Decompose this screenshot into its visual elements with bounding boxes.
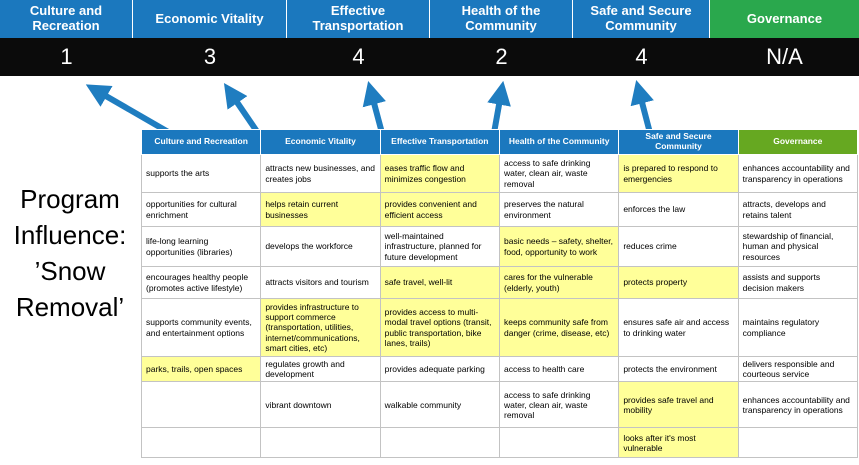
table-cell: access to health care [498, 355, 620, 383]
up-arrow-icon [487, 80, 511, 134]
banner-category-safe-secure-community: Safe and Secure Community [573, 0, 710, 38]
table-header-4: Safe and Secure Community [618, 129, 739, 155]
table-row: parks, trails, open spaces regulates grow… [140, 355, 859, 383]
score-culture-recreation: 1 [60, 44, 73, 69]
table-cell: is prepared to respond to emergencies [618, 154, 739, 193]
table-cell: delivers responsible and courteous servi… [737, 355, 859, 383]
table-cell: encourages healthy people (promotes acti… [140, 266, 262, 299]
table-cell [498, 427, 620, 459]
program-influence-label: Program Influence: ’Snow Removal’ [2, 182, 138, 326]
table-cell: reduces crime [618, 226, 739, 267]
score-economic-vitality: 3 [203, 44, 217, 69]
up-arrow-icon [630, 80, 654, 134]
table-cell: well-maintained infrastructure, planned … [379, 226, 500, 267]
table-cell [737, 427, 859, 459]
banner-category-economic-vitality: Economic Vitality [133, 0, 287, 38]
table-cell [140, 427, 262, 459]
banner-category-label: Effective Transportation [312, 3, 404, 33]
category-banner: Culture and Recreation Economic Vitality… [0, 0, 859, 38]
table-header-5: Governance [737, 129, 859, 155]
program-line: Influence: [13, 219, 127, 250]
table-cell: attracts new businesses, and creates job… [260, 154, 381, 193]
score-health-community: 2 [495, 44, 508, 69]
table-header-0: Culture and Recreation [140, 129, 262, 155]
table-row: vibrant downtown walkable community access… [140, 381, 859, 429]
table-cell: supports the arts [140, 154, 262, 193]
table-cell: enforces the law [618, 192, 739, 227]
banner-category-health-community: Health of the Community [430, 0, 573, 38]
table-row: supports the arts attracts new businesses… [140, 154, 859, 193]
banner-category-label: Health of the Community [461, 3, 541, 33]
table-cell: regulates growth and development [260, 355, 381, 383]
table-cell: enhances accountability and transparency… [737, 381, 859, 429]
influence-table: Culture and Recreation Economic Vitality E… [140, 129, 859, 459]
banner-category-label: Safe and Secure Community [590, 3, 692, 33]
table-cell: safe travel, well-lit [379, 266, 500, 299]
table-header-2: Effective Transportation [379, 129, 500, 155]
table-cell: maintains regulatory compliance [737, 298, 859, 357]
table-cell: supports community events, and entertain… [140, 298, 262, 357]
table-cell: walkable community [379, 381, 500, 429]
table-cell: looks after it's most vulnerable [618, 427, 739, 459]
table-row: encourages healthy people (promotes acti… [140, 266, 859, 299]
table-cell: eases traffic flow and minimizes congest… [379, 154, 500, 193]
table-header-3: Health of the Community [498, 129, 620, 155]
program-line: Removal’ [15, 291, 125, 322]
up-arrow-icon [223, 83, 261, 135]
table-cell: access to safe drinking water, clean air… [498, 381, 620, 429]
table-row: opportunities for cultural enrichment hel… [140, 192, 859, 227]
table-cell [140, 381, 262, 429]
table-cell: vibrant downtown [260, 381, 381, 429]
up-arrow-icon [362, 81, 386, 134]
table-row: supports community events, and entertain… [140, 298, 859, 357]
table-header-row: Culture and Recreation Economic Vitality E… [140, 129, 859, 155]
table-header-1: Economic Vitality [260, 129, 381, 155]
table-cell [379, 427, 500, 459]
table-cell: provides adequate parking [379, 355, 500, 383]
table-cell: provides access to multi-modal travel op… [379, 298, 500, 357]
table-cell: assists and supports decision makers [737, 266, 859, 299]
banner-category-governance: Governance [710, 0, 859, 38]
table-cell: life-long learning opportunities (librar… [140, 226, 262, 267]
banner-category-label: Economic Vitality [155, 10, 264, 26]
up-arrow-icon [85, 84, 172, 136]
program-line: ’Snow [34, 255, 106, 286]
program-line: Program [20, 184, 120, 214]
table-cell: parks, trails, open spaces [140, 355, 262, 383]
table-cell: attracts, develops and retains talent [737, 192, 859, 227]
table-row: life-long learning opportunities (librar… [140, 226, 859, 267]
table-cell: provides convenient and efficient access [379, 192, 500, 227]
score-governance: N/A [766, 44, 803, 69]
table-cell: develops the workforce [260, 226, 381, 267]
table-cell: attracts visitors and tourism [260, 266, 381, 299]
table-row: looks after it's most vulnerable [140, 427, 859, 459]
table-cell: basic needs – safety, shelter, food, opp… [498, 226, 620, 267]
banner-category-label: Governance [746, 10, 823, 26]
score-safe-secure-community: 4 [635, 44, 648, 69]
table-cell: helps retain current businesses [260, 192, 381, 227]
table-cell: keeps community safe from danger (crime,… [498, 298, 620, 357]
table-cell: provides infrastructure to support comme… [260, 298, 381, 357]
table-cell: enhances accountability and transparency… [737, 154, 859, 193]
table-cell: protects the environment [618, 355, 739, 383]
table-cell [260, 427, 381, 459]
table-cell: access to safe drinking water, clean air… [498, 154, 620, 193]
table-cell: stewardship of financial, human and phys… [737, 226, 859, 267]
table-cell: provides safe travel and mobility [618, 381, 739, 429]
table-cell: opportunities for cultural enrichment [140, 192, 262, 227]
score-effective-transportation: 4 [352, 44, 365, 69]
table-cell: cares for the vulnerable (elderly, youth… [498, 266, 620, 299]
banner-category-label: Culture and Recreation [29, 3, 103, 33]
score-arrows [85, 80, 654, 136]
banner-category-effective-transportation: Effective Transportation [287, 0, 430, 38]
banner-category-culture-recreation: Culture and Recreation [0, 0, 133, 38]
table-cell: ensures safe air and access to drinking … [618, 298, 739, 357]
score-band: 1 3 4 2 4 N/A [0, 38, 859, 76]
table-cell: preserves the natural environment [498, 192, 620, 227]
table-cell: protects property [618, 266, 739, 299]
